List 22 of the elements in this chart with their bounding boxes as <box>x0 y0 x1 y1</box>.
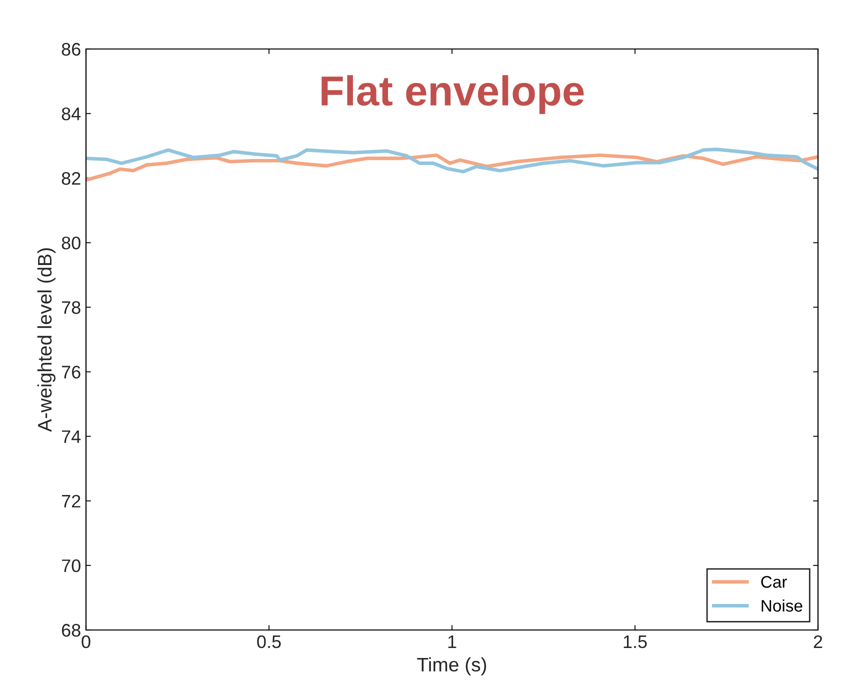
y-tick-label: 68 <box>62 624 80 637</box>
y-tick-label: 78 <box>62 301 80 314</box>
x-tick-label: 0 <box>82 635 90 648</box>
x-tick-label: 2 <box>814 635 822 648</box>
x-tick-label: 0.5 <box>257 635 281 648</box>
line-series <box>86 153 818 182</box>
x-tick-label: 1.5 <box>624 636 647 648</box>
y-tick-label: 70 <box>62 559 80 572</box>
legend-label: Car <box>761 576 787 588</box>
y-tick-label: 86 <box>62 42 80 56</box>
y-tick-label: 80 <box>62 236 80 250</box>
line-series <box>86 148 818 174</box>
x-axis-title: Time (s) <box>417 657 486 676</box>
x-tick-label: 1 <box>448 636 456 648</box>
y-tick-label: 76 <box>62 366 80 378</box>
y-tick-label: 84 <box>62 107 81 120</box>
y-tick-label: 72 <box>62 494 80 508</box>
y-axis-title: A-weighted level (dB) <box>37 248 56 432</box>
text: Flat envelope <box>322 75 584 114</box>
y-tick-label: 74 <box>62 430 81 443</box>
legend-label: Noise <box>762 599 802 612</box>
y-tick-label: 82 <box>62 172 80 185</box>
